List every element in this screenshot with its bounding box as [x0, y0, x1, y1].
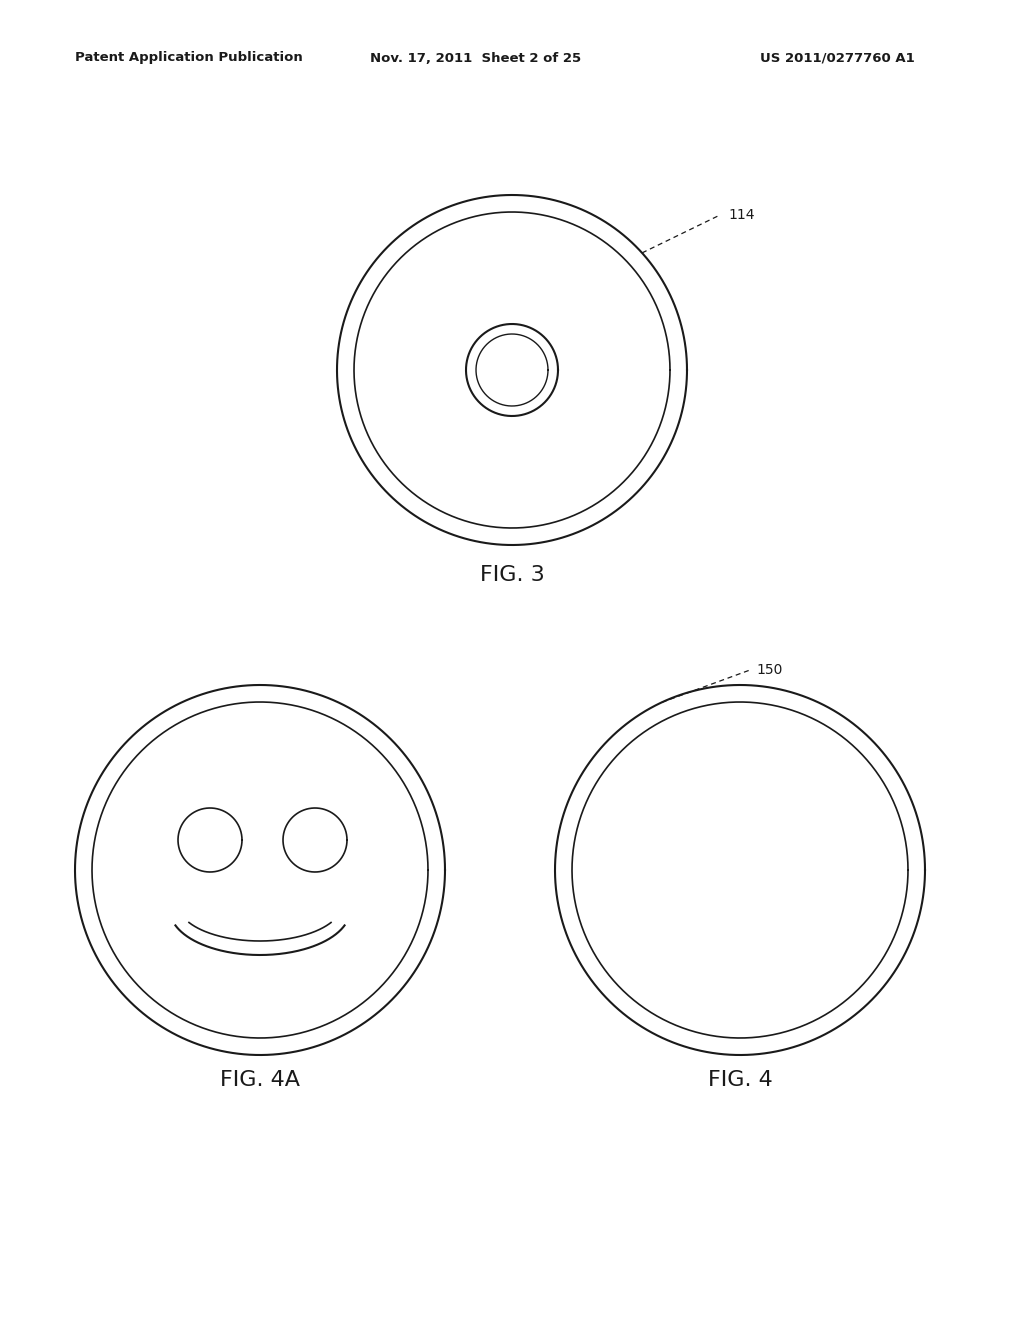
- Text: FIG. 3: FIG. 3: [479, 565, 545, 585]
- Text: FIG. 4: FIG. 4: [708, 1071, 772, 1090]
- Text: Nov. 17, 2011  Sheet 2 of 25: Nov. 17, 2011 Sheet 2 of 25: [370, 51, 582, 65]
- Text: US 2011/0277760 A1: US 2011/0277760 A1: [760, 51, 914, 65]
- Text: 150: 150: [756, 663, 782, 677]
- Text: 114: 114: [728, 209, 755, 222]
- Text: Patent Application Publication: Patent Application Publication: [75, 51, 303, 65]
- Text: FIG. 4A: FIG. 4A: [220, 1071, 300, 1090]
